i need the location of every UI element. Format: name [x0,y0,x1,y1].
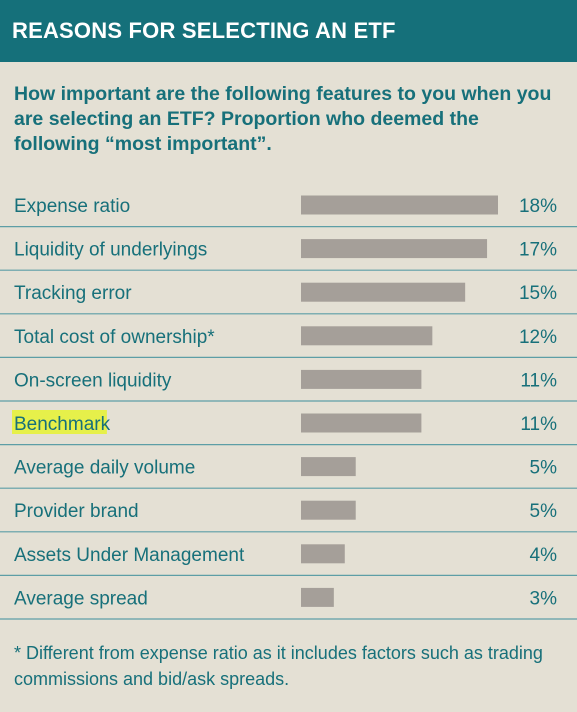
category-label: Liquidity of underlyings [14,240,207,261]
bar [301,369,422,389]
bar [301,587,334,607]
category-label: On-screen liquidity [14,370,172,391]
value-label: 15% [519,283,557,304]
footnote: * Different from expense ratio as it inc… [14,643,543,689]
bar [301,413,422,433]
value-label: 4% [530,545,558,566]
value-label: 18% [519,196,557,217]
value-label: 3% [530,588,558,609]
bar [301,326,433,346]
value-label: 11% [520,370,557,391]
category-label: Assets Under Management [14,545,245,566]
value-label: 5% [530,501,558,522]
category-label: Average daily volume [14,458,195,479]
bar [301,239,488,259]
category-label: Average spread [14,588,148,609]
category-label: Provider brand [14,501,139,522]
value-label: 12% [519,327,557,348]
chart-subtitle: How important are the following features… [14,83,552,155]
bar [301,282,466,302]
bar [301,457,356,477]
header-banner: REASONS FOR SELECTING AN ETF [0,0,577,62]
value-label: 17% [519,240,557,261]
chart-title: REASONS FOR SELECTING AN ETF [12,18,396,43]
category-label: Benchmark [14,414,111,435]
category-label: Tracking error [14,283,132,304]
bar [301,195,498,215]
category-label: Total cost of ownership* [14,327,215,348]
label-highlight [12,410,107,434]
category-label: Expense ratio [14,196,130,217]
value-label: 5% [530,458,558,479]
value-label: 11% [520,414,557,435]
bar [301,500,356,520]
bar [301,544,345,564]
bar-chart: Expense ratio 18% Liquidity of underlyings… [0,195,577,620]
